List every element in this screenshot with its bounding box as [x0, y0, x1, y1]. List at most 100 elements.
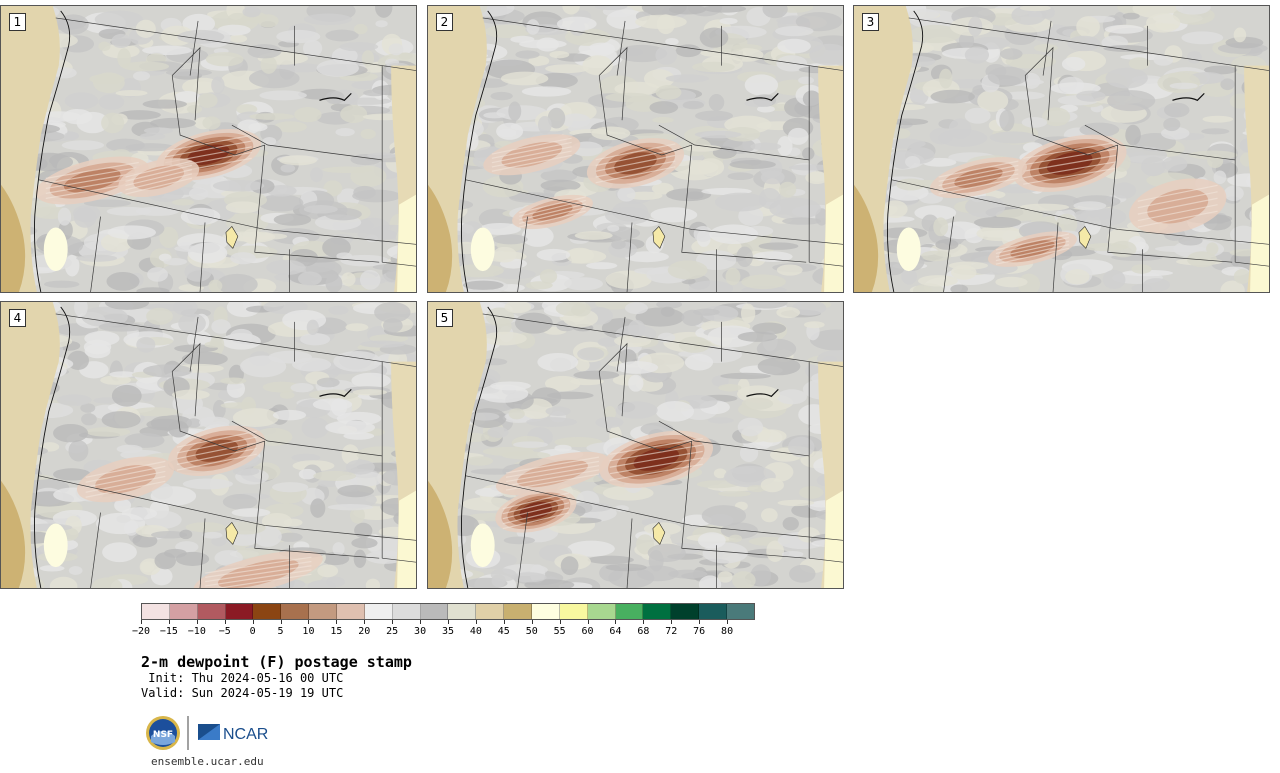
terrain-cell	[777, 135, 793, 157]
panel-number-label: 2	[436, 13, 453, 31]
terrain-cell	[257, 14, 279, 28]
colorbar-bin-15	[559, 604, 588, 619]
terrain-cell	[276, 29, 321, 44]
plume-streak	[595, 160, 676, 178]
terrain-cell	[136, 287, 170, 292]
terrain-cell	[777, 38, 811, 54]
terrain-cell	[1162, 156, 1188, 172]
plume-streak	[491, 150, 572, 168]
river	[1172, 92, 1205, 102]
colorbar-tick	[168, 620, 170, 624]
terrain-cell	[614, 334, 652, 348]
terrain-cell	[1122, 12, 1140, 20]
map-svg	[854, 6, 1269, 292]
terrain-cell	[616, 361, 659, 374]
terrain-cell	[614, 81, 660, 96]
terrain-cell	[353, 23, 368, 35]
terrain-cell	[111, 384, 142, 407]
plume-streak	[176, 453, 257, 471]
terrain-cell	[116, 515, 131, 523]
river	[746, 388, 779, 398]
terrain-cell	[739, 443, 759, 463]
colorbar-bin-10	[420, 604, 449, 619]
plume-streak	[45, 161, 139, 179]
terrain-cell	[605, 563, 647, 572]
terrain-cell	[57, 14, 89, 35]
stamp-panel-5[interactable]: 5	[427, 301, 844, 589]
terrain-cell	[651, 182, 674, 195]
valley-moist-area	[470, 523, 495, 568]
terrain-cell	[803, 321, 825, 329]
stamp-panel-4[interactable]: 4	[0, 301, 417, 589]
stamp-panel-1[interactable]: 1	[0, 5, 417, 293]
terrain-cell	[652, 116, 674, 124]
terrain-cell	[989, 131, 1038, 144]
site-url[interactable]: ensemble.ucar.edu	[151, 755, 264, 768]
terrain-cell	[655, 85, 682, 100]
plume-streak	[1023, 161, 1117, 179]
plume-streak	[85, 480, 166, 498]
plot-title: 2-m dewpoint (F) postage stamp	[141, 653, 412, 671]
state-border	[809, 261, 843, 267]
terrain-cell	[777, 499, 815, 507]
terrain-cell	[101, 411, 141, 429]
terrain-cell	[80, 403, 96, 413]
coast-moist-area	[854, 184, 879, 292]
terrain-cell	[353, 185, 376, 200]
terrain-cell	[43, 280, 80, 288]
terrain-cell	[351, 372, 391, 389]
colorbar-tick-label: 64	[609, 626, 622, 637]
terrain-cell	[181, 351, 228, 367]
terrain-cell	[335, 127, 355, 137]
terrain-cell	[139, 132, 166, 140]
plume-streak	[205, 569, 312, 587]
terrain-cell	[718, 384, 742, 392]
terrain-cell	[186, 418, 202, 428]
plume-streak	[491, 146, 572, 164]
plume-streak	[1023, 148, 1117, 166]
terrain-cell	[35, 111, 82, 122]
plume-streak	[995, 244, 1070, 262]
terrain-cell	[461, 497, 514, 511]
terrain-cell	[101, 112, 125, 134]
terrain-cell	[713, 468, 727, 479]
terrain-cell	[950, 284, 969, 292]
terrain-cell	[1017, 273, 1041, 292]
stamp-panel-3[interactable]: 3	[853, 5, 1270, 293]
colorbar-tick-label: 5	[277, 626, 284, 637]
plume-streak	[125, 160, 193, 178]
terrain-cell	[635, 14, 687, 30]
terrain-cell	[375, 6, 393, 18]
terrain-cell	[540, 179, 581, 192]
terrain-cell	[565, 247, 595, 264]
terrain-cell	[325, 420, 375, 435]
terrain-cell	[750, 142, 782, 151]
terrain-cell	[720, 372, 771, 380]
terrain-cell	[1186, 251, 1217, 268]
terrain-cell	[229, 328, 253, 344]
terrain-cell	[696, 250, 737, 270]
terrain-cell	[1207, 153, 1224, 169]
terrain-cell	[492, 268, 536, 280]
terrain-cell	[382, 318, 403, 333]
terrain-cell	[112, 149, 130, 157]
terrain-cell	[536, 248, 571, 261]
plume-streak	[505, 460, 600, 478]
state-border	[482, 313, 843, 367]
terrain-cell	[146, 307, 173, 325]
terrain-cell	[896, 178, 926, 191]
colorbar-bin-5	[281, 604, 310, 619]
stamp-panel-2[interactable]: 2	[427, 5, 844, 293]
terrain-cell	[114, 498, 132, 513]
terrain-cell	[317, 564, 339, 578]
state-border	[189, 316, 199, 372]
map-svg	[428, 302, 843, 588]
terrain-cell	[684, 354, 714, 371]
state-border	[598, 46, 628, 121]
terrain-cell	[539, 268, 558, 284]
terrain-cell	[776, 389, 807, 405]
terrain-cell	[104, 302, 150, 310]
coast-moist-area	[428, 184, 453, 292]
terrain-cell	[280, 164, 296, 173]
terrain-cell	[905, 156, 921, 168]
